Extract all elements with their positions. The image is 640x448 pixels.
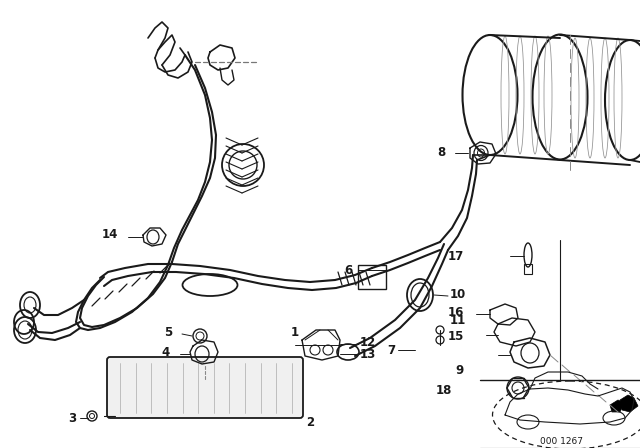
Text: 15: 15 [447,329,464,343]
Text: 2: 2 [306,415,314,428]
Bar [358,265,386,289]
Text: 1: 1 [291,327,299,340]
Text: 17: 17 [448,250,464,263]
Text: 9: 9 [456,363,464,376]
Text: 5: 5 [164,326,172,339]
Text: 13: 13 [360,349,376,362]
Bar [524,264,532,274]
Text: 16: 16 [447,306,464,319]
Text: 18: 18 [436,383,452,396]
Text: 7: 7 [387,344,395,357]
Text: 6: 6 [344,263,352,276]
Text: 3: 3 [68,412,76,425]
Polygon shape [620,395,638,412]
Text: 000 1267: 000 1267 [541,438,584,447]
Text: 11: 11 [450,314,467,327]
Text: 10: 10 [450,288,467,301]
Polygon shape [610,400,624,412]
Text: 4: 4 [162,345,170,358]
Text: 12: 12 [360,336,376,349]
Text: 8: 8 [436,146,445,159]
Text: 14: 14 [102,228,118,241]
FancyBboxPatch shape [107,357,303,418]
